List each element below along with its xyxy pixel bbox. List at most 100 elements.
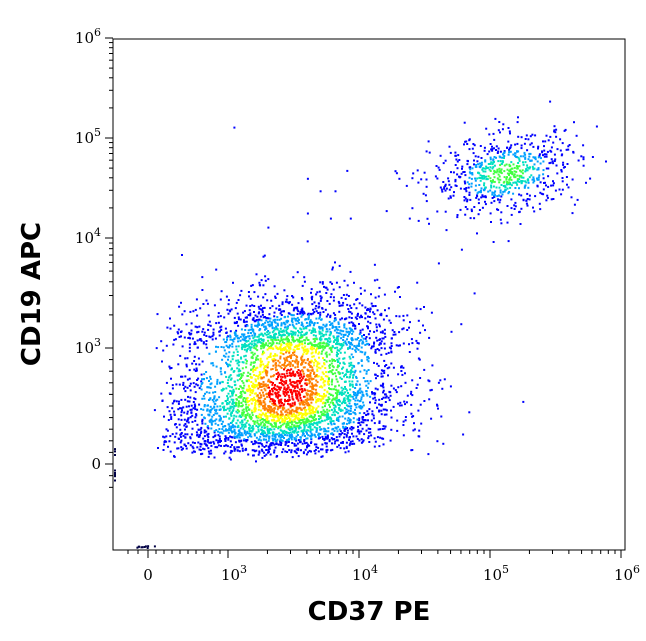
event-dot xyxy=(342,426,345,429)
event-dot xyxy=(311,346,314,349)
event-dot xyxy=(310,414,313,417)
event-dot xyxy=(314,435,317,438)
event-dot xyxy=(256,324,259,327)
event-dot xyxy=(327,343,330,346)
event-dot xyxy=(260,426,263,429)
event-dot xyxy=(560,169,563,171)
event-dot xyxy=(262,338,265,341)
event-dot xyxy=(552,162,555,165)
event-dot xyxy=(332,312,335,315)
event-dot xyxy=(260,439,263,442)
event-dot xyxy=(271,415,274,418)
event-dot xyxy=(311,303,314,306)
event-dot xyxy=(213,396,216,399)
event-dot xyxy=(349,440,352,443)
event-dot xyxy=(207,404,209,407)
event-dot xyxy=(295,394,297,396)
event-dot xyxy=(242,311,245,314)
event-dot xyxy=(520,175,523,178)
event-dot xyxy=(348,444,351,447)
event-dot xyxy=(358,342,361,345)
event-dot xyxy=(481,176,484,179)
event-dot xyxy=(354,387,357,389)
event-dot xyxy=(334,404,337,407)
event-dot xyxy=(236,354,239,356)
event-dot xyxy=(220,373,223,376)
event-dot xyxy=(425,200,428,203)
event-dot xyxy=(196,379,199,381)
event-dot xyxy=(331,438,334,441)
event-dot xyxy=(515,170,518,173)
event-dot xyxy=(273,451,276,454)
event-dot xyxy=(528,152,531,155)
event-dot xyxy=(360,314,363,317)
event-dot xyxy=(257,320,260,323)
event-dot xyxy=(495,149,497,151)
event-dot xyxy=(272,402,275,404)
event-dot xyxy=(352,322,355,325)
event-dot xyxy=(250,415,252,418)
event-dot xyxy=(302,407,305,410)
event-dot xyxy=(258,438,261,441)
event-dot xyxy=(333,317,336,320)
event-dot xyxy=(518,193,521,196)
event-dot xyxy=(533,157,536,159)
event-dot xyxy=(310,313,313,316)
event-dot xyxy=(509,183,512,186)
event-dot xyxy=(290,451,293,454)
event-dot xyxy=(354,327,357,330)
event-dot xyxy=(265,441,268,444)
event-dot xyxy=(206,386,209,389)
event-dot xyxy=(382,369,384,372)
event-dot xyxy=(295,414,297,417)
event-dot xyxy=(237,374,240,377)
event-dot xyxy=(280,416,283,419)
event-dot xyxy=(265,327,268,330)
event-dot xyxy=(282,329,285,332)
event-dot xyxy=(283,326,286,329)
event-dot xyxy=(317,375,320,378)
event-dot xyxy=(363,433,366,436)
event-dot xyxy=(284,300,287,303)
event-dot xyxy=(285,337,288,340)
event-dot xyxy=(271,390,274,393)
event-dot xyxy=(181,254,183,256)
event-dot xyxy=(326,408,329,411)
event-dot xyxy=(575,134,578,137)
event-dot xyxy=(293,426,296,429)
event-dot xyxy=(317,347,320,350)
event-dot xyxy=(300,324,303,327)
event-dot xyxy=(258,450,261,453)
event-dot xyxy=(281,420,284,423)
event-dot xyxy=(528,194,531,197)
event-dot xyxy=(296,434,299,436)
event-dot xyxy=(247,329,250,332)
event-dot xyxy=(473,159,475,162)
event-dot xyxy=(443,187,446,190)
event-dot xyxy=(378,403,381,406)
event-dot xyxy=(347,370,350,373)
event-dot xyxy=(346,284,349,287)
event-dot xyxy=(279,421,281,424)
event-dot xyxy=(262,376,265,379)
event-dot xyxy=(283,380,285,383)
event-dot xyxy=(510,198,513,201)
event-dot xyxy=(520,194,523,197)
event-dot xyxy=(190,433,193,436)
event-dot xyxy=(221,402,224,405)
event-dot xyxy=(522,198,525,201)
event-dot xyxy=(216,378,219,381)
event-dot xyxy=(271,437,274,440)
event-dot xyxy=(497,160,500,163)
event-dot xyxy=(270,368,273,371)
event-dot xyxy=(201,397,204,400)
event-dot xyxy=(332,359,335,361)
event-dot xyxy=(297,391,300,394)
event-dot xyxy=(233,447,236,450)
event-dot xyxy=(552,141,555,144)
event-dot xyxy=(269,317,272,320)
event-dot xyxy=(380,413,383,416)
event-dot xyxy=(526,198,529,200)
event-dot xyxy=(499,218,502,221)
event-dot xyxy=(328,366,331,369)
